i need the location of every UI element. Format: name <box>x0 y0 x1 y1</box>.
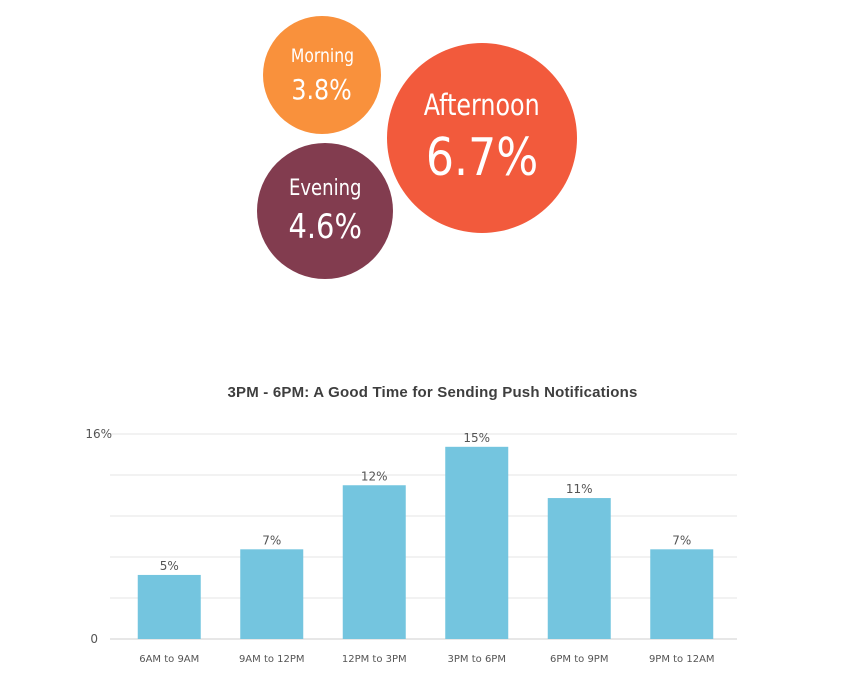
x-tick-label: 3PM to 6PM <box>448 654 506 665</box>
bar-data-label: 12% <box>361 469 388 483</box>
y-tick-label-max: 16% <box>85 427 112 441</box>
bar-chart-title: 3PM - 6PM: A Good Time for Sending Push … <box>227 384 638 401</box>
bubble-evening-value: 4.6% <box>288 206 362 247</box>
bar-data-label: 5% <box>160 559 179 573</box>
y-tick-label-min: 0 <box>90 632 98 646</box>
bar-data-label: 11% <box>566 482 593 496</box>
bar-data-label: 7% <box>672 533 691 547</box>
bar <box>342 485 406 639</box>
bar <box>137 574 201 639</box>
bar <box>240 549 304 639</box>
bubble-chart: Morning 3.8% Afternoon 6.7% Evening 4.6% <box>0 0 865 300</box>
x-tick-label: 9AM to 12PM <box>239 654 305 665</box>
x-tick-label: 6PM to 9PM <box>550 654 608 665</box>
bar <box>547 498 611 639</box>
x-tick-label: 12PM to 3PM <box>342 654 407 665</box>
bubble-afternoon: Afternoon 6.7% <box>387 43 577 233</box>
bar-data-label: 15% <box>463 431 490 445</box>
x-tick-label: 9PM to 12AM <box>649 654 715 665</box>
x-tick-label: 6AM to 9AM <box>139 654 199 665</box>
bubble-evening: Evening 4.6% <box>257 143 393 279</box>
bubble-morning: Morning 3.8% <box>263 16 381 134</box>
bar-data-label: 7% <box>262 533 281 547</box>
bubble-evening-label: Evening <box>288 175 362 201</box>
bar <box>650 549 714 639</box>
bar <box>445 446 509 639</box>
bubble-morning-label: Morning <box>290 44 354 67</box>
bubble-afternoon-label: Afternoon <box>424 88 540 122</box>
bubble-afternoon-value: 6.7% <box>425 128 539 188</box>
bubble-morning-value: 3.8% <box>291 72 353 106</box>
